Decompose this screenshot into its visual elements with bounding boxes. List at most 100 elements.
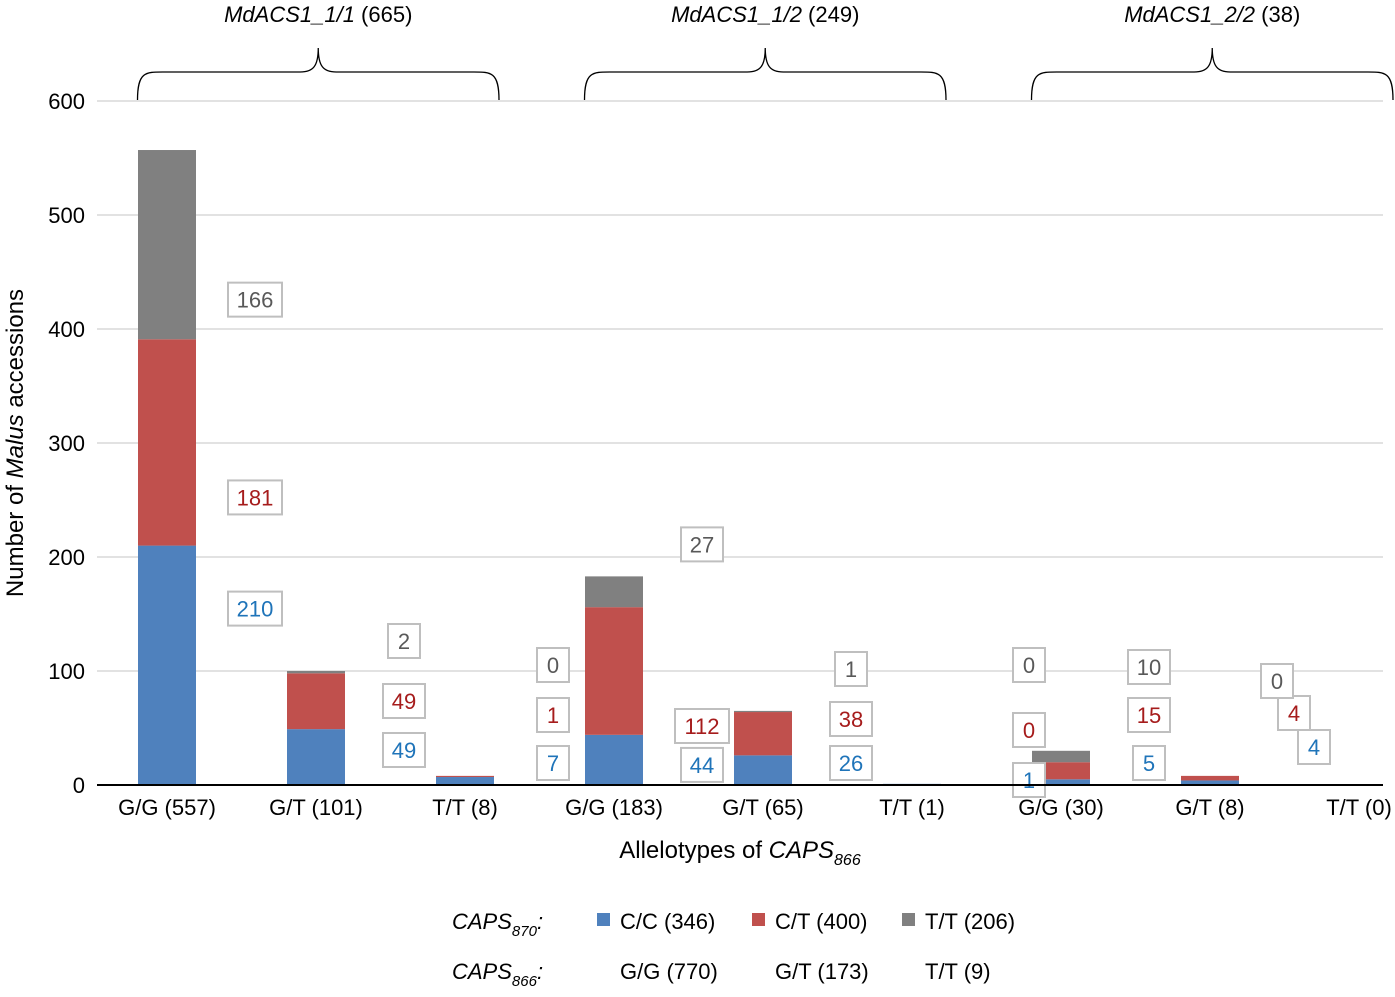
legend-row2-title: CAPS866: [452, 959, 543, 990]
bars [138, 150, 1239, 785]
data-label-box [680, 746, 724, 783]
data-label-text: 38 [839, 707, 863, 732]
data-label-box [1297, 729, 1331, 765]
x-tick-label: G/G (557) [118, 795, 216, 820]
data-label-box [536, 745, 570, 781]
y-tick-label: 600 [48, 89, 85, 114]
data-label-tt: 0 [1012, 647, 1046, 683]
bar-segment-tt [734, 710, 792, 713]
data-labels: 2101811664949271044112272638110051510440… [227, 281, 1331, 798]
data-label-box [382, 683, 426, 719]
x-axis: G/G (557) G/T (101) T/T (8) G/G (183) G/T (6… [97, 784, 1392, 820]
data-label-ct: 181 [227, 479, 283, 516]
data-label-ct: 1 [536, 697, 570, 733]
data-label-text: 10 [1137, 655, 1161, 680]
data-label-box [227, 479, 283, 516]
data-label-box [829, 701, 873, 737]
data-label-text: 0 [547, 653, 559, 678]
data-label-text: 15 [1137, 703, 1161, 728]
data-label-text: 0 [1023, 718, 1035, 743]
data-label-box [536, 697, 570, 733]
gridlines [97, 100, 1383, 672]
group-label: MdACS1_1/1 (665) [224, 2, 412, 27]
data-label-box [382, 732, 426, 768]
data-label-text: 1 [845, 657, 857, 682]
data-label-box [829, 745, 873, 781]
bar-segment-cc [1181, 780, 1239, 785]
y-tick-label: 0 [73, 773, 85, 798]
legend-swatch-cc [597, 913, 610, 926]
data-label-cc: 210 [227, 590, 283, 627]
group-label: MdACS1_2/2 (38) [1124, 2, 1300, 27]
legend-item-ct: C/T (400) [775, 909, 868, 934]
bar-segment-ct [1181, 775, 1239, 781]
data-label-text: 27 [690, 532, 714, 557]
bar-segment-cc [1032, 779, 1090, 785]
data-label-cc: 26 [829, 745, 873, 781]
bar-segment-ct [585, 607, 643, 735]
data-label-cc: 5 [1132, 745, 1166, 781]
bar-segment-cc [585, 734, 643, 785]
bar-segment-cc [734, 755, 792, 785]
x-tick-label: G/G (30) [1018, 795, 1104, 820]
data-label-box [1260, 663, 1294, 699]
data-label-text: 1 [547, 703, 559, 728]
data-label-text: 2 [398, 629, 410, 654]
legend-row1-title: CAPS870: [452, 909, 543, 940]
legend-item-cc: C/C (346) [620, 909, 715, 934]
bar-segment-tt [287, 671, 345, 674]
x-tick-label: G/T (8) [1175, 795, 1244, 820]
data-label-box [674, 708, 730, 744]
legend-row2-tt: T/T (9) [925, 959, 991, 984]
bar-segment-tt [138, 150, 196, 340]
data-label-box [1277, 695, 1311, 731]
y-tick-label: 200 [48, 545, 85, 570]
legend-swatch-tt [902, 913, 915, 926]
data-label-box [1012, 762, 1046, 798]
bar-segment-ct [1032, 762, 1090, 780]
legend-row2-gt: G/T (173) [775, 959, 869, 984]
bar-segment-cc [287, 729, 345, 785]
data-label-cc: 49 [382, 732, 426, 768]
bar-segment-cc [436, 777, 494, 785]
data-label-cc: 1 [1012, 762, 1046, 798]
x-tick-label: T/T (1) [879, 795, 945, 820]
data-label-box [227, 281, 283, 318]
group-bracket [583, 47, 947, 101]
bar-segment-ct [138, 339, 196, 546]
x-tick-label: G/T (101) [269, 795, 363, 820]
data-label-tt: 27 [680, 526, 724, 563]
data-label-tt: 0 [1260, 663, 1294, 699]
data-label-text: 49 [392, 689, 416, 714]
bar-segment-tt [585, 576, 643, 608]
data-label-ct: 0 [1012, 712, 1046, 748]
data-label-box [1127, 697, 1171, 733]
data-label-ct: 49 [382, 683, 426, 719]
bar-segment-cc [138, 545, 196, 785]
data-label-cc: 44 [680, 746, 724, 783]
group-brackets: MdACS1_1/1 (665) MdACS1_1/2 (249) MdACS1_2… [136, 2, 1394, 101]
bar-segment-ct [734, 712, 792, 756]
data-label-tt: 166 [227, 281, 283, 318]
y-axis-title: Number of Malus accessions [2, 289, 29, 597]
data-label-text: 4 [1308, 735, 1320, 760]
data-label-text: 49 [392, 738, 416, 763]
data-label-text: 7 [547, 751, 559, 776]
data-label-box [536, 647, 570, 683]
data-label-text: 4 [1288, 701, 1300, 726]
group-bracket [136, 47, 500, 101]
group-bracket [1030, 47, 1394, 101]
x-tick-label: T/T (8) [432, 795, 498, 820]
data-label-box [1012, 712, 1046, 748]
data-label-box [1012, 647, 1046, 683]
data-label-ct: 15 [1127, 697, 1171, 733]
data-label-box [680, 526, 724, 563]
bar-segment-tt [1032, 750, 1090, 763]
legend-row2-gg: G/G (770) [620, 959, 718, 984]
data-label-text: 26 [839, 751, 863, 776]
data-label-text: 1 [1023, 768, 1035, 793]
y-tick-label: 300 [48, 431, 85, 456]
data-label-box [227, 590, 283, 627]
data-label-cc: 7 [536, 745, 570, 781]
